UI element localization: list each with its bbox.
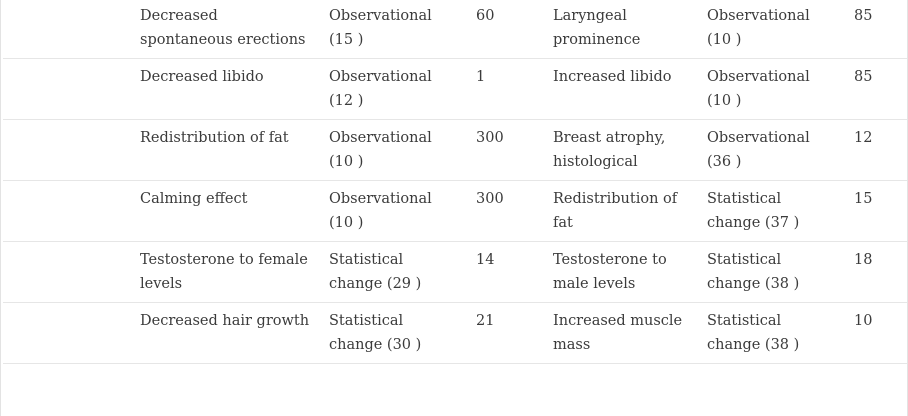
row-spacer [3,0,130,59]
feminizing-value-cell: 300 [466,119,543,181]
table-row: Decreased spontaneous erections Observat… [3,0,907,59]
masculinizing-value-cell: 12 [844,119,907,181]
feminizing-effect-cell: Decreased spontaneous erections [130,0,319,59]
masculinizing-effect-cell: Breast atrophy, histological [543,119,697,181]
table-row: Decreased libido Observational (12 ) 1 I… [3,58,907,120]
masculinizing-value-cell: 18 [844,241,907,303]
masculinizing-type-cell: Statistical change (38 ) [697,241,844,303]
row-spacer [3,58,130,120]
feminizing-type-cell: Observational (15 ) [319,0,466,59]
row-spacer [3,302,130,364]
feminizing-type-cell: Statistical change (30 ) [319,302,466,364]
masculinizing-value-cell: 15 [844,180,907,242]
masculinizing-effect-cell: Increased libido [543,58,697,120]
feminizing-type-cell: Observational (10 ) [319,119,466,181]
masculinizing-type-cell: Observational (10 ) [697,58,844,120]
masculinizing-type-cell: Statistical change (38 ) [697,302,844,364]
feminizing-value-cell: 1 [466,58,543,120]
masculinizing-value-cell: 85 [844,58,907,120]
masculinizing-type-cell: Statistical change (37 ) [697,180,844,242]
feminizing-effect-cell: Decreased libido [130,58,319,120]
row-spacer [3,241,130,303]
feminizing-value-cell: 14 [466,241,543,303]
table-row: Decreased hair growth Statistical change… [3,302,907,364]
feminizing-type-cell: Observational (12 ) [319,58,466,120]
table-row: Calming effect Observational (10 ) 300 R… [3,180,907,242]
masculinizing-effect-cell: Laryngeal prominence [543,0,697,59]
row-spacer [3,180,130,242]
table-row: Testosterone to female levels Statistica… [3,241,907,303]
feminizing-value-cell: 60 [466,0,543,59]
feminizing-type-cell: Observational (10 ) [319,180,466,242]
feminizing-value-cell: 300 [466,180,543,242]
feminizing-effect-cell: Calming effect [130,180,319,242]
masculinizing-effect-cell: Increased muscle mass [543,302,697,364]
feminizing-value-cell: 21 [466,302,543,364]
masculinizing-value-cell: 85 [844,0,907,59]
feminizing-type-cell: Statistical change (29 ) [319,241,466,303]
feminizing-effect-cell: Redistribution of fat [130,119,319,181]
feminizing-effect-cell: Testosterone to female levels [130,241,319,303]
masculinizing-effect-cell: Testosterone to male levels [543,241,697,303]
table-row: Redistribution of fat Observational (10 … [3,119,907,181]
masculinizing-type-cell: Observational (10 ) [697,0,844,59]
effects-table: Decreased spontaneous erections Observat… [3,0,907,364]
masculinizing-type-cell: Observational (36 ) [697,119,844,181]
row-spacer [3,119,130,181]
masculinizing-value-cell: 10 [844,302,907,364]
feminizing-effect-cell: Decreased hair growth [130,302,319,364]
masculinizing-effect-cell: Redistribution of fat [543,180,697,242]
